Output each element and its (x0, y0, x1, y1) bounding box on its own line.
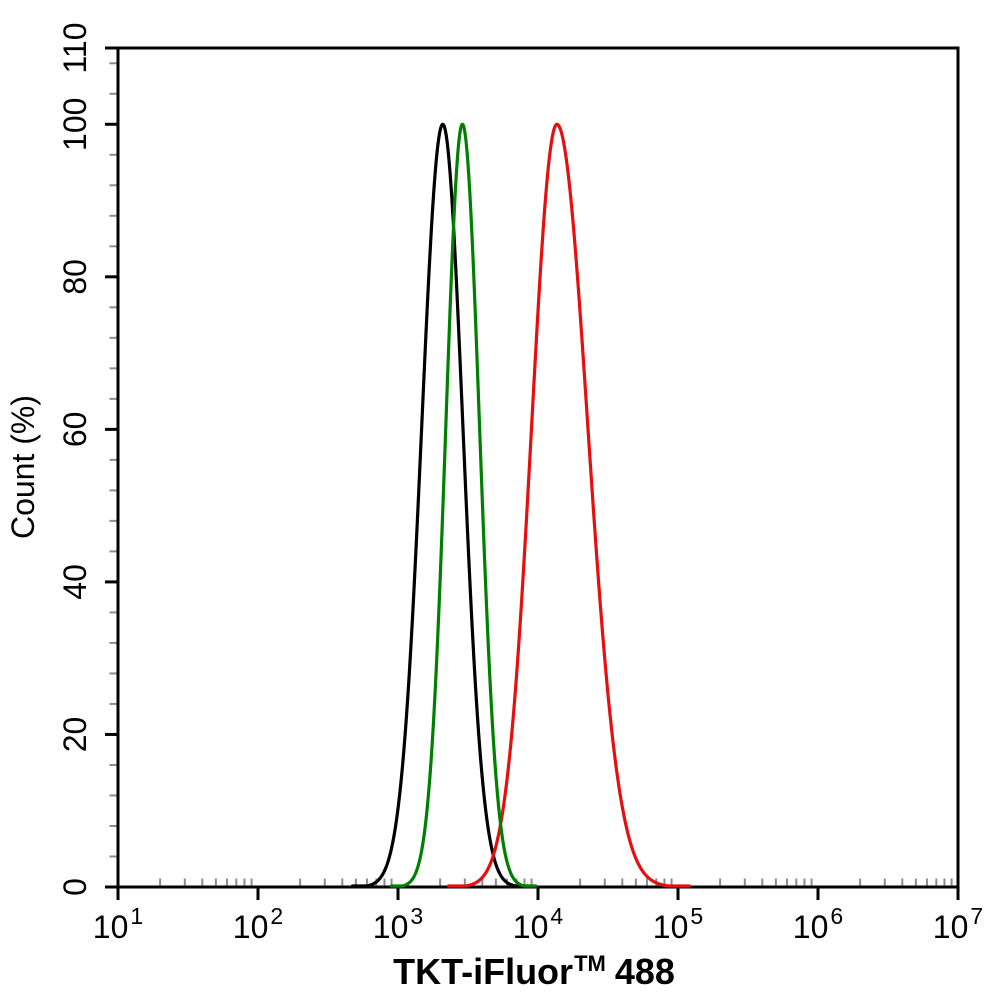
x-tick-label: 103 (373, 903, 423, 945)
x-axis-major-ticks (116, 887, 960, 900)
y-axis-tick-labels: 0 20 40 60 80 100 110 (57, 22, 93, 895)
y-tick-label: 20 (57, 717, 93, 753)
green-curve (389, 122, 538, 888)
y-axis-title: Count (%) (5, 395, 41, 539)
x-axis-title-suffix: 488 (615, 951, 675, 992)
x-tick-label: 107 (933, 903, 983, 945)
y-tick-label: 60 (57, 412, 93, 448)
x-axis-minor-ticks (159, 878, 953, 886)
black-curve (350, 122, 531, 888)
y-tick-label: 100 (57, 98, 93, 151)
x-axis-title: TKT-iFluorTM 488 (393, 951, 675, 992)
histogram-curves (350, 122, 691, 888)
x-axis-tick-labels: 101 102 103 104 105 106 107 (93, 903, 983, 945)
x-tick-label: 101 (93, 903, 143, 945)
y-axis-minor-ticks (109, 62, 117, 858)
x-tick-label: 105 (653, 903, 703, 945)
x-tick-label: 106 (793, 903, 843, 945)
red-curve (446, 122, 691, 888)
x-axis-title-main: TKT-iFluor (393, 951, 573, 992)
trademark-superscript: TM (574, 951, 606, 976)
x-tick-label: 102 (233, 903, 283, 945)
y-tick-label: 40 (57, 564, 93, 600)
y-tick-label: 80 (57, 259, 93, 295)
y-tick-label: 110 (57, 22, 93, 73)
plot-frame (116, 46, 960, 889)
x-tick-label: 104 (513, 903, 564, 945)
y-axis-major-ticks (105, 46, 118, 889)
y-tick-label: 0 (57, 878, 93, 896)
